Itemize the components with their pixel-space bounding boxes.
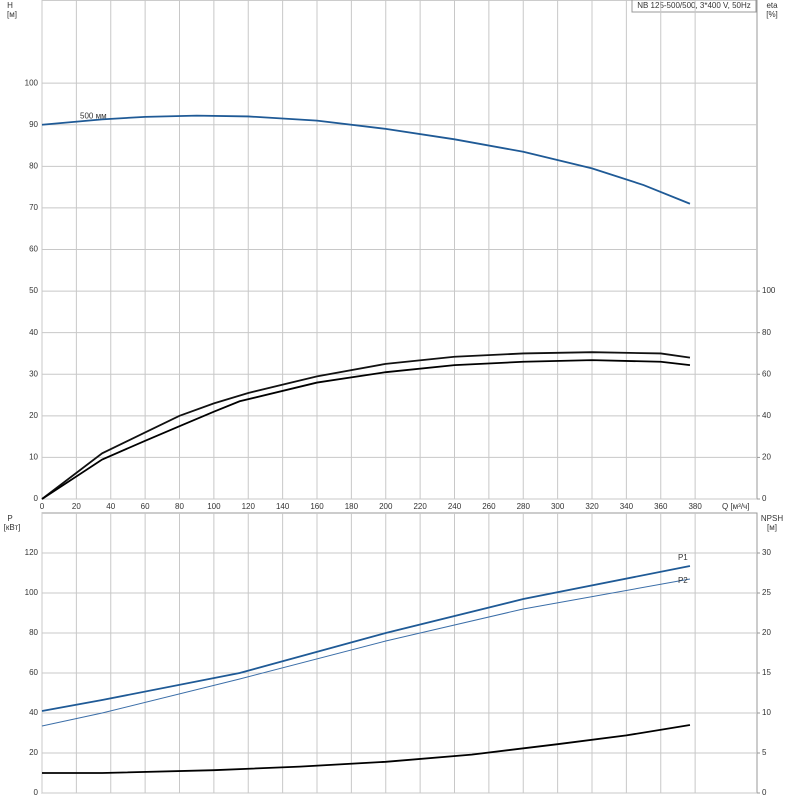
x-tick-label: 360 (654, 502, 668, 511)
y-tick-label: 80 (29, 628, 38, 637)
x-tick-label: 240 (448, 502, 462, 511)
chart-title: NB 125-500/500, 3*400 V, 50Hz (637, 1, 751, 10)
x-tick-label: 160 (310, 502, 324, 511)
y2-tick-label: 40 (762, 411, 771, 420)
x-tick-label: 120 (242, 502, 256, 511)
x-tick-label: 20 (72, 502, 81, 511)
series-label: P2 (678, 576, 688, 585)
y2-tick-label: 0 (762, 494, 767, 503)
y-tick-label: 50 (29, 286, 38, 295)
x-tick-label: 320 (585, 502, 599, 511)
x-tick-label: 180 (345, 502, 359, 511)
y-tick-label: 90 (29, 120, 38, 129)
y-axis-label: P (7, 514, 12, 523)
data-line (41, 578, 691, 727)
y-axis-label: H (7, 1, 13, 10)
y-tick-label: 40 (29, 328, 38, 337)
y2-tick-label: 10 (762, 708, 771, 717)
x-tick-label: 0 (40, 502, 45, 511)
x-tick-label: 100 (207, 502, 221, 511)
y-tick-label: 100 (25, 588, 39, 597)
data-line (41, 359, 691, 500)
x-tick-label: 260 (482, 502, 496, 511)
y2-tick-label: 20 (762, 453, 771, 462)
y-tick-label: 120 (25, 548, 39, 557)
y-tick-label: 20 (29, 411, 38, 420)
x-tick-label: 40 (106, 502, 115, 511)
y-tick-label: 60 (29, 245, 38, 254)
x-tick-label: 380 (688, 502, 702, 511)
x-tick-label: 220 (413, 502, 427, 511)
y2-axis-unit: [м] (767, 523, 777, 532)
x-tick-label: 60 (141, 502, 150, 511)
y-tick-label: 70 (29, 203, 38, 212)
y-tick-label: 0 (34, 788, 39, 797)
data-line (42, 724, 691, 774)
data-line (41, 114, 691, 205)
x-tick-label: 200 (379, 502, 393, 511)
y2-tick-label: 30 (762, 548, 771, 557)
y2-tick-label: 20 (762, 628, 771, 637)
y-axis-unit: [м] (7, 10, 17, 19)
x-tick-label: 340 (620, 502, 634, 511)
y-tick-label: 0 (34, 494, 39, 503)
y2-tick-label: 5 (762, 748, 767, 757)
y-tick-label: 40 (29, 708, 38, 717)
y-tick-label: 60 (29, 668, 38, 677)
x-axis-label: Q [м³/ч] (722, 502, 749, 511)
series-label: P1 (678, 553, 688, 562)
y-tick-label: 10 (29, 453, 38, 462)
y2-tick-label: 25 (762, 588, 771, 597)
y2-axis-label: eta (766, 1, 778, 10)
y2-tick-label: 80 (762, 328, 771, 337)
y2-axis-label: NPSH (761, 514, 783, 523)
y2-tick-label: 15 (762, 668, 771, 677)
y-axis-unit: [кВт] (4, 523, 21, 532)
annotation: 500 мм (80, 111, 107, 120)
y-tick-label: 30 (29, 369, 38, 378)
data-line (41, 351, 691, 500)
title-box (631, 0, 757, 13)
y2-tick-label: 0 (762, 788, 767, 797)
plot-area (41, 512, 758, 794)
y-tick-label: 100 (25, 78, 39, 87)
x-tick-label: 80 (175, 502, 184, 511)
y-tick-label: 20 (29, 748, 38, 757)
x-tick-label: 280 (517, 502, 531, 511)
data-line (41, 565, 691, 712)
y2-axis-unit: [%] (766, 10, 778, 19)
y2-tick-label: 100 (762, 286, 776, 295)
y-tick-label: 80 (29, 161, 38, 170)
x-tick-label: 300 (551, 502, 565, 511)
y2-tick-label: 60 (762, 369, 771, 378)
x-tick-label: 140 (276, 502, 290, 511)
